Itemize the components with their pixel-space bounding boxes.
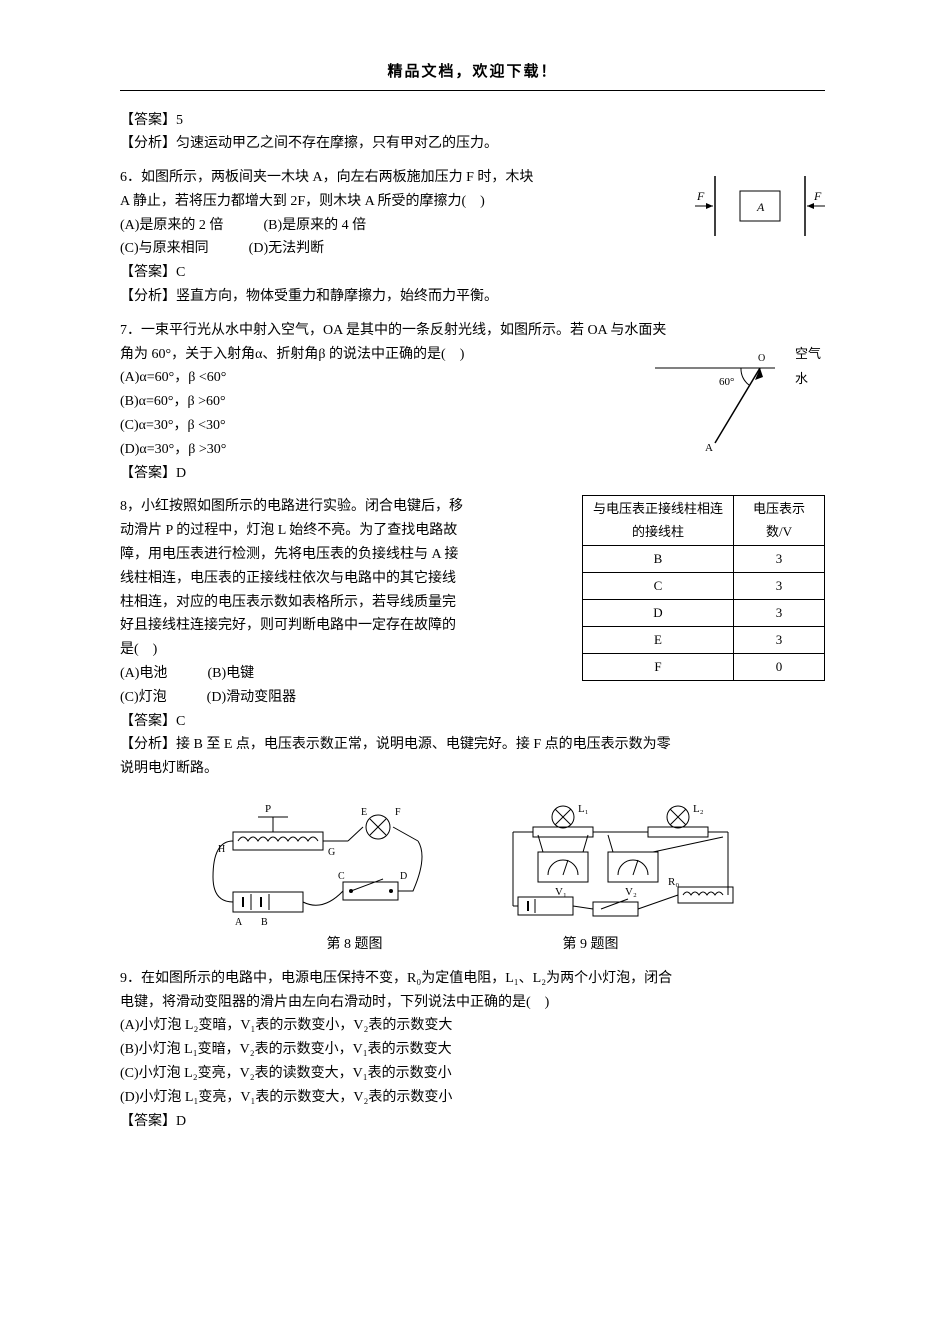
figures-row: P E F H G C D A B (120, 797, 825, 927)
q8-opt-a: (A)电池 (120, 662, 167, 686)
q7-water: 水 (795, 371, 808, 386)
q9-opt-d: (D)小灯泡 L₁变亮，V₁表的示数变大，V₂表的示数变小 (120, 1086, 825, 1110)
fig8-a: A (235, 917, 243, 927)
q5-block: 【答案】5 【分析】匀速运动甲乙之间不存在摩擦，只有甲对乙的压力。 (120, 109, 825, 157)
fig8-e: E (361, 807, 367, 818)
fig9-r0: R₀ (668, 876, 679, 888)
fig9-l1: L₁ (578, 803, 589, 815)
q8-col1-header: 与电压表正接线柱相连的接线柱 (583, 496, 734, 545)
q7-figure: O 空气 水 A 60° (655, 343, 825, 462)
q8-block: 与电压表正接线柱相连的接线柱 电压表示数/V B3 C3 D3 E3 F0 8，… (120, 495, 825, 781)
q9-opt-a: (A)小灯泡 L₂变暗，V₁表的示数变小，V₂表的示数变大 (120, 1014, 825, 1038)
q6-f-right: F (813, 189, 822, 203)
page-header: 精品文档，欢迎下载！ (120, 60, 825, 86)
q6-analysis: 【分析】竖直方向，物体受重力和静摩擦力，始终而力平衡。 (120, 285, 825, 309)
q8-col2-header: 电压表示数/V (734, 496, 825, 545)
table-cell: B (583, 545, 734, 572)
q8-circuit-figure: P E F H G C D A B (203, 797, 433, 927)
q6-opt-a: (A)是原来的 2 倍 (120, 214, 223, 238)
q6-opt-d: (D)无法判断 (249, 237, 324, 261)
q7-answer: 【答案】D (120, 462, 825, 486)
q8-table: 与电压表正接线柱相连的接线柱 电压表示数/V B3 C3 D3 E3 F0 (582, 495, 825, 681)
q8-opt-b: (B)电键 (207, 662, 254, 686)
q9-opt-c: (C)小灯泡 L₂变亮，V₂表的读数变大，V₁表的示数变小 (120, 1062, 825, 1086)
q7-pt-a: A (705, 442, 713, 453)
q6-answer: 【答案】C (120, 261, 825, 285)
q6-opt-c: (C)与原来相同 (120, 237, 209, 261)
q5-answer: 【答案】5 (120, 109, 825, 133)
q8-answer: 【答案】C (120, 710, 825, 734)
q6-figure: A F F (695, 166, 825, 255)
table-cell: E (583, 626, 734, 653)
table-cell: 3 (734, 545, 825, 572)
table-cell: C (583, 572, 734, 599)
q7-pt-o: O (758, 353, 765, 364)
fig8-f: F (395, 807, 401, 818)
fig9-v2: V₂ (625, 886, 637, 898)
fig8-c: C (338, 871, 345, 882)
q8-analysis-2: 说明电灯断路。 (120, 757, 825, 781)
table-cell: 3 (734, 626, 825, 653)
fig9-l2: L₂ (693, 803, 704, 815)
table-cell: 0 (734, 654, 825, 681)
q5-analysis: 【分析】匀速运动甲乙之间不存在摩擦，只有甲对乙的压力。 (120, 132, 825, 156)
q6-opt-b: (B)是原来的 4 倍 (263, 214, 366, 238)
q6-box-label: A (756, 200, 765, 214)
q8-opt-c: (C)灯泡 (120, 686, 167, 710)
q6-block: A F F 6．如图所示，两板间夹一木块 A，向左右两板施加压力 F 时，木块 … (120, 166, 825, 309)
q7-block: 7．一束平行光从水中射入空气，OA 是其中的一条反射光线，如图所示。若 OA 与… (120, 319, 825, 486)
q8-fig-caption: 第 8 题图 (327, 933, 383, 957)
q7-air: 空气 (795, 346, 821, 361)
q9-stem-2: 电键，将滑动变阻器的滑片由左向右滑动时，下列说法中正确的是( ) (120, 991, 825, 1015)
q8-opt-d: (D)滑动变阻器 (207, 686, 296, 710)
q7-stem-1: 7．一束平行光从水中射入空气，OA 是其中的一条反射光线，如图所示。若 OA 与… (120, 319, 825, 343)
table-cell: 3 (734, 599, 825, 626)
q9-circuit-figure: L₁ L₂ V₁ V₂ R₀ (493, 797, 743, 927)
q9-stem-1: 9．在如图所示的电路中，电源电压保持不变，R₀为定值电阻，L₁、L₂为两个小灯泡… (120, 967, 825, 991)
table-cell: D (583, 599, 734, 626)
fig8-p: P (265, 803, 271, 815)
fig8-b: B (261, 917, 268, 927)
table-cell: 3 (734, 572, 825, 599)
q8-analysis-1: 【分析】接 B 至 E 点，电压表示数正常，说明电源、电键完好。接 F 点的电压… (120, 733, 825, 757)
q9-answer: 【答案】D (120, 1110, 825, 1134)
table-cell: F (583, 654, 734, 681)
fig9-v1: V₁ (555, 886, 567, 898)
fig8-g: G (328, 847, 335, 858)
fig8-d: D (400, 871, 407, 882)
q9-opt-b: (B)小灯泡 L₁变暗，V₂表的示数变小，V₁表的示数变大 (120, 1038, 825, 1062)
q9-fig-caption: 第 9 题图 (563, 933, 619, 957)
header-rule (120, 90, 825, 91)
q7-angle: 60° (719, 376, 734, 388)
q6-f-left: F (696, 189, 705, 203)
q9-block: 9．在如图所示的电路中，电源电压保持不变，R₀为定值电阻，L₁、L₂为两个小灯泡… (120, 967, 825, 1134)
